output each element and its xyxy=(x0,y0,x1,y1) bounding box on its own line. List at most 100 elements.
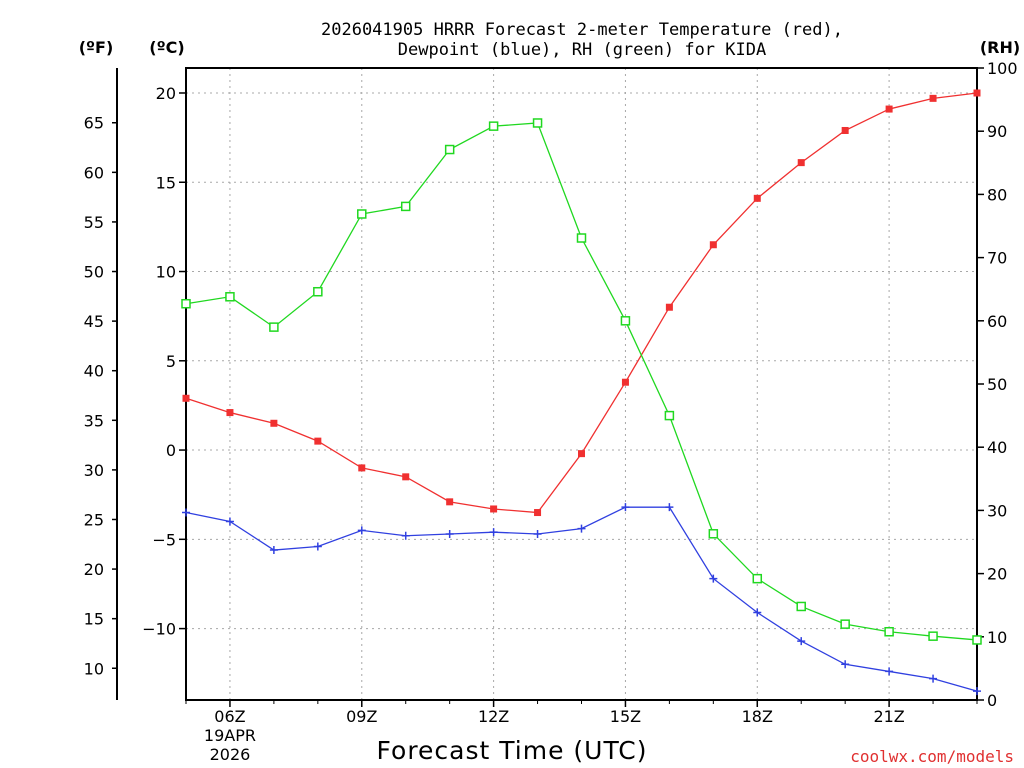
series-layer xyxy=(181,89,982,696)
rh-marker xyxy=(576,233,587,243)
temperature-marker xyxy=(973,89,981,97)
dewpoint-marker xyxy=(973,687,981,696)
site-credit: coolwx.com/models xyxy=(850,747,1014,766)
chart-title-line-1: 2026041905 HRRR Forecast 2-meter Tempera… xyxy=(321,20,843,40)
rh-marker xyxy=(972,635,982,645)
rh-tick-label: 70 xyxy=(987,249,1007,268)
rh-tick-label: 10 xyxy=(987,628,1007,647)
rh-marker xyxy=(313,286,323,297)
rh-marker xyxy=(444,144,455,155)
rh-marker xyxy=(664,410,675,421)
celsius-unit-label: (ºC) xyxy=(149,38,184,57)
tick-labels: −10 −5 0 5 10 15 20 10 15 20 25 30 35 40 45 50 55 60 65 0 10… xyxy=(84,59,1018,764)
rh-marker xyxy=(225,292,235,302)
rh-marker xyxy=(928,631,938,641)
dewpoint-marker xyxy=(401,531,410,540)
rh-unit-label: (RH) xyxy=(980,38,1020,57)
temperature-marker xyxy=(270,419,278,427)
rh-tick-label: 100 xyxy=(987,59,1018,78)
x-tick-label: 15Z xyxy=(610,707,641,726)
fahrenheit-unit-label: (ºF) xyxy=(79,38,114,57)
x-tick-sublabel: 2026 xyxy=(210,745,251,764)
rh-marker xyxy=(840,619,850,629)
temperature-marker xyxy=(665,303,673,311)
rh-tick-label: 90 xyxy=(987,122,1007,141)
dewpoint-marker xyxy=(225,517,234,526)
temperature-marker xyxy=(841,126,849,134)
rh-tick-label: 80 xyxy=(987,185,1007,204)
temperature-marker xyxy=(534,509,542,517)
celsius-tick-label: 15 xyxy=(156,173,176,192)
dewpoint-marker xyxy=(577,524,586,533)
dewpoint-marker xyxy=(621,503,630,512)
celsius-tick-label: 10 xyxy=(156,263,176,282)
temperature-marker xyxy=(446,498,454,506)
rh-tick-label: 40 xyxy=(987,438,1007,457)
fahrenheit-tick-label: 55 xyxy=(84,213,104,232)
temperature-marker xyxy=(797,159,805,167)
rh-marker xyxy=(884,626,894,637)
dewpoint-marker xyxy=(357,526,366,535)
x-tick-label: 06Z xyxy=(214,707,245,726)
celsius-tick-label: −5 xyxy=(152,530,176,549)
dewpoint-marker xyxy=(269,546,278,555)
rh-marker xyxy=(488,121,499,131)
dewpoint-marker xyxy=(182,508,190,517)
dewpoint-marker xyxy=(533,529,542,538)
x-tick-label: 18Z xyxy=(742,707,773,726)
temperature-marker xyxy=(358,464,366,472)
fahrenheit-tick-label: 45 xyxy=(84,312,104,331)
rh-marker xyxy=(708,529,719,539)
celsius-tick-label: 0 xyxy=(166,441,176,460)
celsius-tick-label: −10 xyxy=(142,620,176,639)
temperature-marker xyxy=(314,437,322,445)
rh-tick-label: 50 xyxy=(987,375,1007,394)
rh-marker xyxy=(181,298,191,309)
x-tick-label: 09Z xyxy=(346,707,377,726)
temperature-marker xyxy=(490,505,498,513)
rh-marker xyxy=(796,601,806,612)
fahrenheit-tick-label: 40 xyxy=(84,362,104,381)
dewpoint-marker xyxy=(665,503,674,512)
fahrenheit-tick-label: 30 xyxy=(84,461,104,480)
rh-marker xyxy=(620,316,631,326)
x-tick-label: 21Z xyxy=(873,707,904,726)
fahrenheit-tick-label: 65 xyxy=(84,114,104,133)
celsius-tick-label: 20 xyxy=(156,84,176,103)
fahrenheit-tick-label: 60 xyxy=(84,163,104,182)
fahrenheit-tick-label: 20 xyxy=(84,560,104,579)
dewpoint-marker xyxy=(489,528,498,537)
temperature-marker xyxy=(709,241,717,249)
temperature-marker xyxy=(402,473,410,481)
temperature-marker xyxy=(182,394,190,402)
dewpoint-marker xyxy=(929,674,938,683)
dewpoint-marker xyxy=(841,660,850,669)
dewpoint-marker xyxy=(797,637,806,646)
dewpoint-marker xyxy=(885,667,894,676)
rh-marker xyxy=(269,322,279,332)
rh-tick-label: 0 xyxy=(987,691,997,710)
rh-marker xyxy=(400,201,411,212)
temperature-marker xyxy=(753,194,761,202)
x-tick-sublabel: 19APR xyxy=(204,726,256,745)
dewpoint-marker xyxy=(709,574,718,583)
temperature-marker xyxy=(929,94,937,102)
dewpoint-marker xyxy=(753,608,762,617)
x-axis-label: Forecast Time (UTC) xyxy=(377,736,648,765)
dewpoint-marker xyxy=(313,542,322,551)
dewpoint-marker xyxy=(445,529,454,538)
fahrenheit-tick-label: 15 xyxy=(84,610,104,629)
rh-marker xyxy=(752,573,763,584)
temperature-marker xyxy=(226,409,234,417)
fahrenheit-tick-label: 10 xyxy=(84,659,104,678)
fahrenheit-tick-label: 25 xyxy=(84,510,104,529)
celsius-tick-label: 5 xyxy=(166,352,176,371)
rh-tick-label: 60 xyxy=(987,312,1007,331)
x-tick-label: 12Z xyxy=(478,707,509,726)
temperature-marker xyxy=(885,105,893,113)
rh-marker xyxy=(357,209,367,219)
fahrenheit-tick-label: 50 xyxy=(84,263,104,282)
chart-title-line-2: Dewpoint (blue), RH (green) for KIDA xyxy=(398,40,766,60)
